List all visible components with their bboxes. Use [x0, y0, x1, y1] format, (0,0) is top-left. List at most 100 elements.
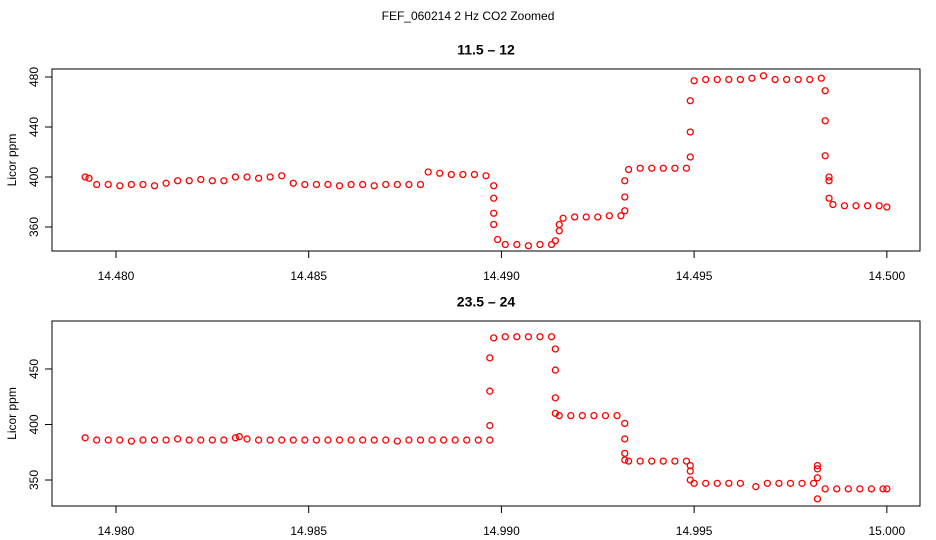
point — [559, 214, 567, 222]
point — [547, 333, 556, 341]
point — [185, 177, 193, 185]
point — [648, 457, 656, 465]
y-tick-label: 480 — [27, 67, 41, 87]
point — [324, 436, 332, 444]
point — [93, 436, 101, 444]
x-tick-label: 15.000 — [869, 524, 906, 538]
point — [439, 436, 448, 444]
point — [416, 436, 425, 444]
point — [856, 485, 864, 493]
point — [81, 434, 89, 442]
point — [736, 479, 745, 487]
point — [686, 153, 694, 161]
point — [690, 479, 698, 487]
point — [806, 75, 814, 84]
point — [524, 242, 533, 250]
point — [648, 164, 656, 172]
plot-frame — [51, 320, 921, 507]
point — [621, 419, 629, 428]
point — [513, 333, 521, 341]
point — [197, 175, 205, 184]
point — [139, 436, 147, 444]
point — [636, 164, 644, 172]
point — [501, 333, 509, 341]
point — [174, 435, 182, 443]
point — [852, 202, 860, 210]
point — [405, 180, 413, 189]
point — [81, 173, 89, 181]
point — [551, 394, 560, 402]
point — [486, 387, 494, 395]
point — [636, 457, 644, 465]
point — [185, 436, 193, 444]
point — [682, 164, 691, 172]
point — [278, 436, 286, 444]
point — [551, 409, 560, 418]
point — [436, 169, 444, 177]
point — [863, 202, 872, 210]
point — [813, 465, 822, 473]
point — [162, 179, 170, 187]
point — [243, 173, 251, 181]
point — [686, 97, 694, 105]
point — [829, 200, 837, 209]
point — [879, 485, 887, 493]
point — [567, 411, 575, 420]
point — [139, 180, 147, 189]
point — [359, 180, 367, 189]
point — [382, 436, 390, 444]
point — [682, 457, 691, 465]
point — [671, 164, 679, 172]
point — [713, 75, 721, 84]
point — [759, 72, 768, 80]
point — [266, 173, 274, 181]
point — [771, 75, 779, 84]
point — [162, 436, 170, 444]
point — [725, 479, 733, 487]
point — [555, 411, 563, 420]
point — [524, 333, 533, 341]
point — [335, 436, 344, 444]
point — [671, 457, 679, 465]
point — [301, 180, 309, 189]
point — [220, 436, 228, 444]
point — [752, 483, 760, 491]
x-tick-label: 14.485 — [290, 269, 327, 283]
point — [116, 436, 124, 444]
point — [424, 168, 432, 176]
point — [493, 235, 502, 244]
point — [451, 436, 459, 444]
x-tick-label: 14.495 — [676, 269, 713, 283]
point — [794, 75, 802, 84]
y-tick-label: 360 — [27, 217, 41, 237]
point — [547, 240, 556, 249]
point — [686, 467, 694, 475]
point — [347, 180, 355, 189]
point — [605, 212, 613, 220]
point — [416, 180, 425, 189]
point — [490, 220, 498, 229]
point — [447, 170, 455, 179]
x-tick-label: 14.490 — [483, 269, 520, 283]
point — [798, 479, 806, 487]
point — [324, 180, 332, 189]
x-tick-label: 14.500 — [869, 269, 906, 283]
point — [659, 457, 667, 465]
y-tick-label: 400 — [27, 167, 41, 187]
point — [474, 436, 482, 444]
point — [621, 449, 629, 458]
y-tick-label: 350 — [27, 470, 41, 490]
point — [463, 436, 471, 444]
point — [289, 179, 297, 187]
point — [821, 152, 829, 160]
point — [501, 240, 509, 249]
x-tick-label: 14.480 — [98, 269, 135, 283]
point — [555, 227, 563, 235]
point — [490, 209, 498, 217]
point — [813, 461, 822, 470]
point — [208, 177, 216, 185]
x-tick-label: 14.980 — [98, 524, 135, 538]
y-axis-label: Licor ppm — [5, 134, 19, 187]
point — [278, 172, 286, 180]
